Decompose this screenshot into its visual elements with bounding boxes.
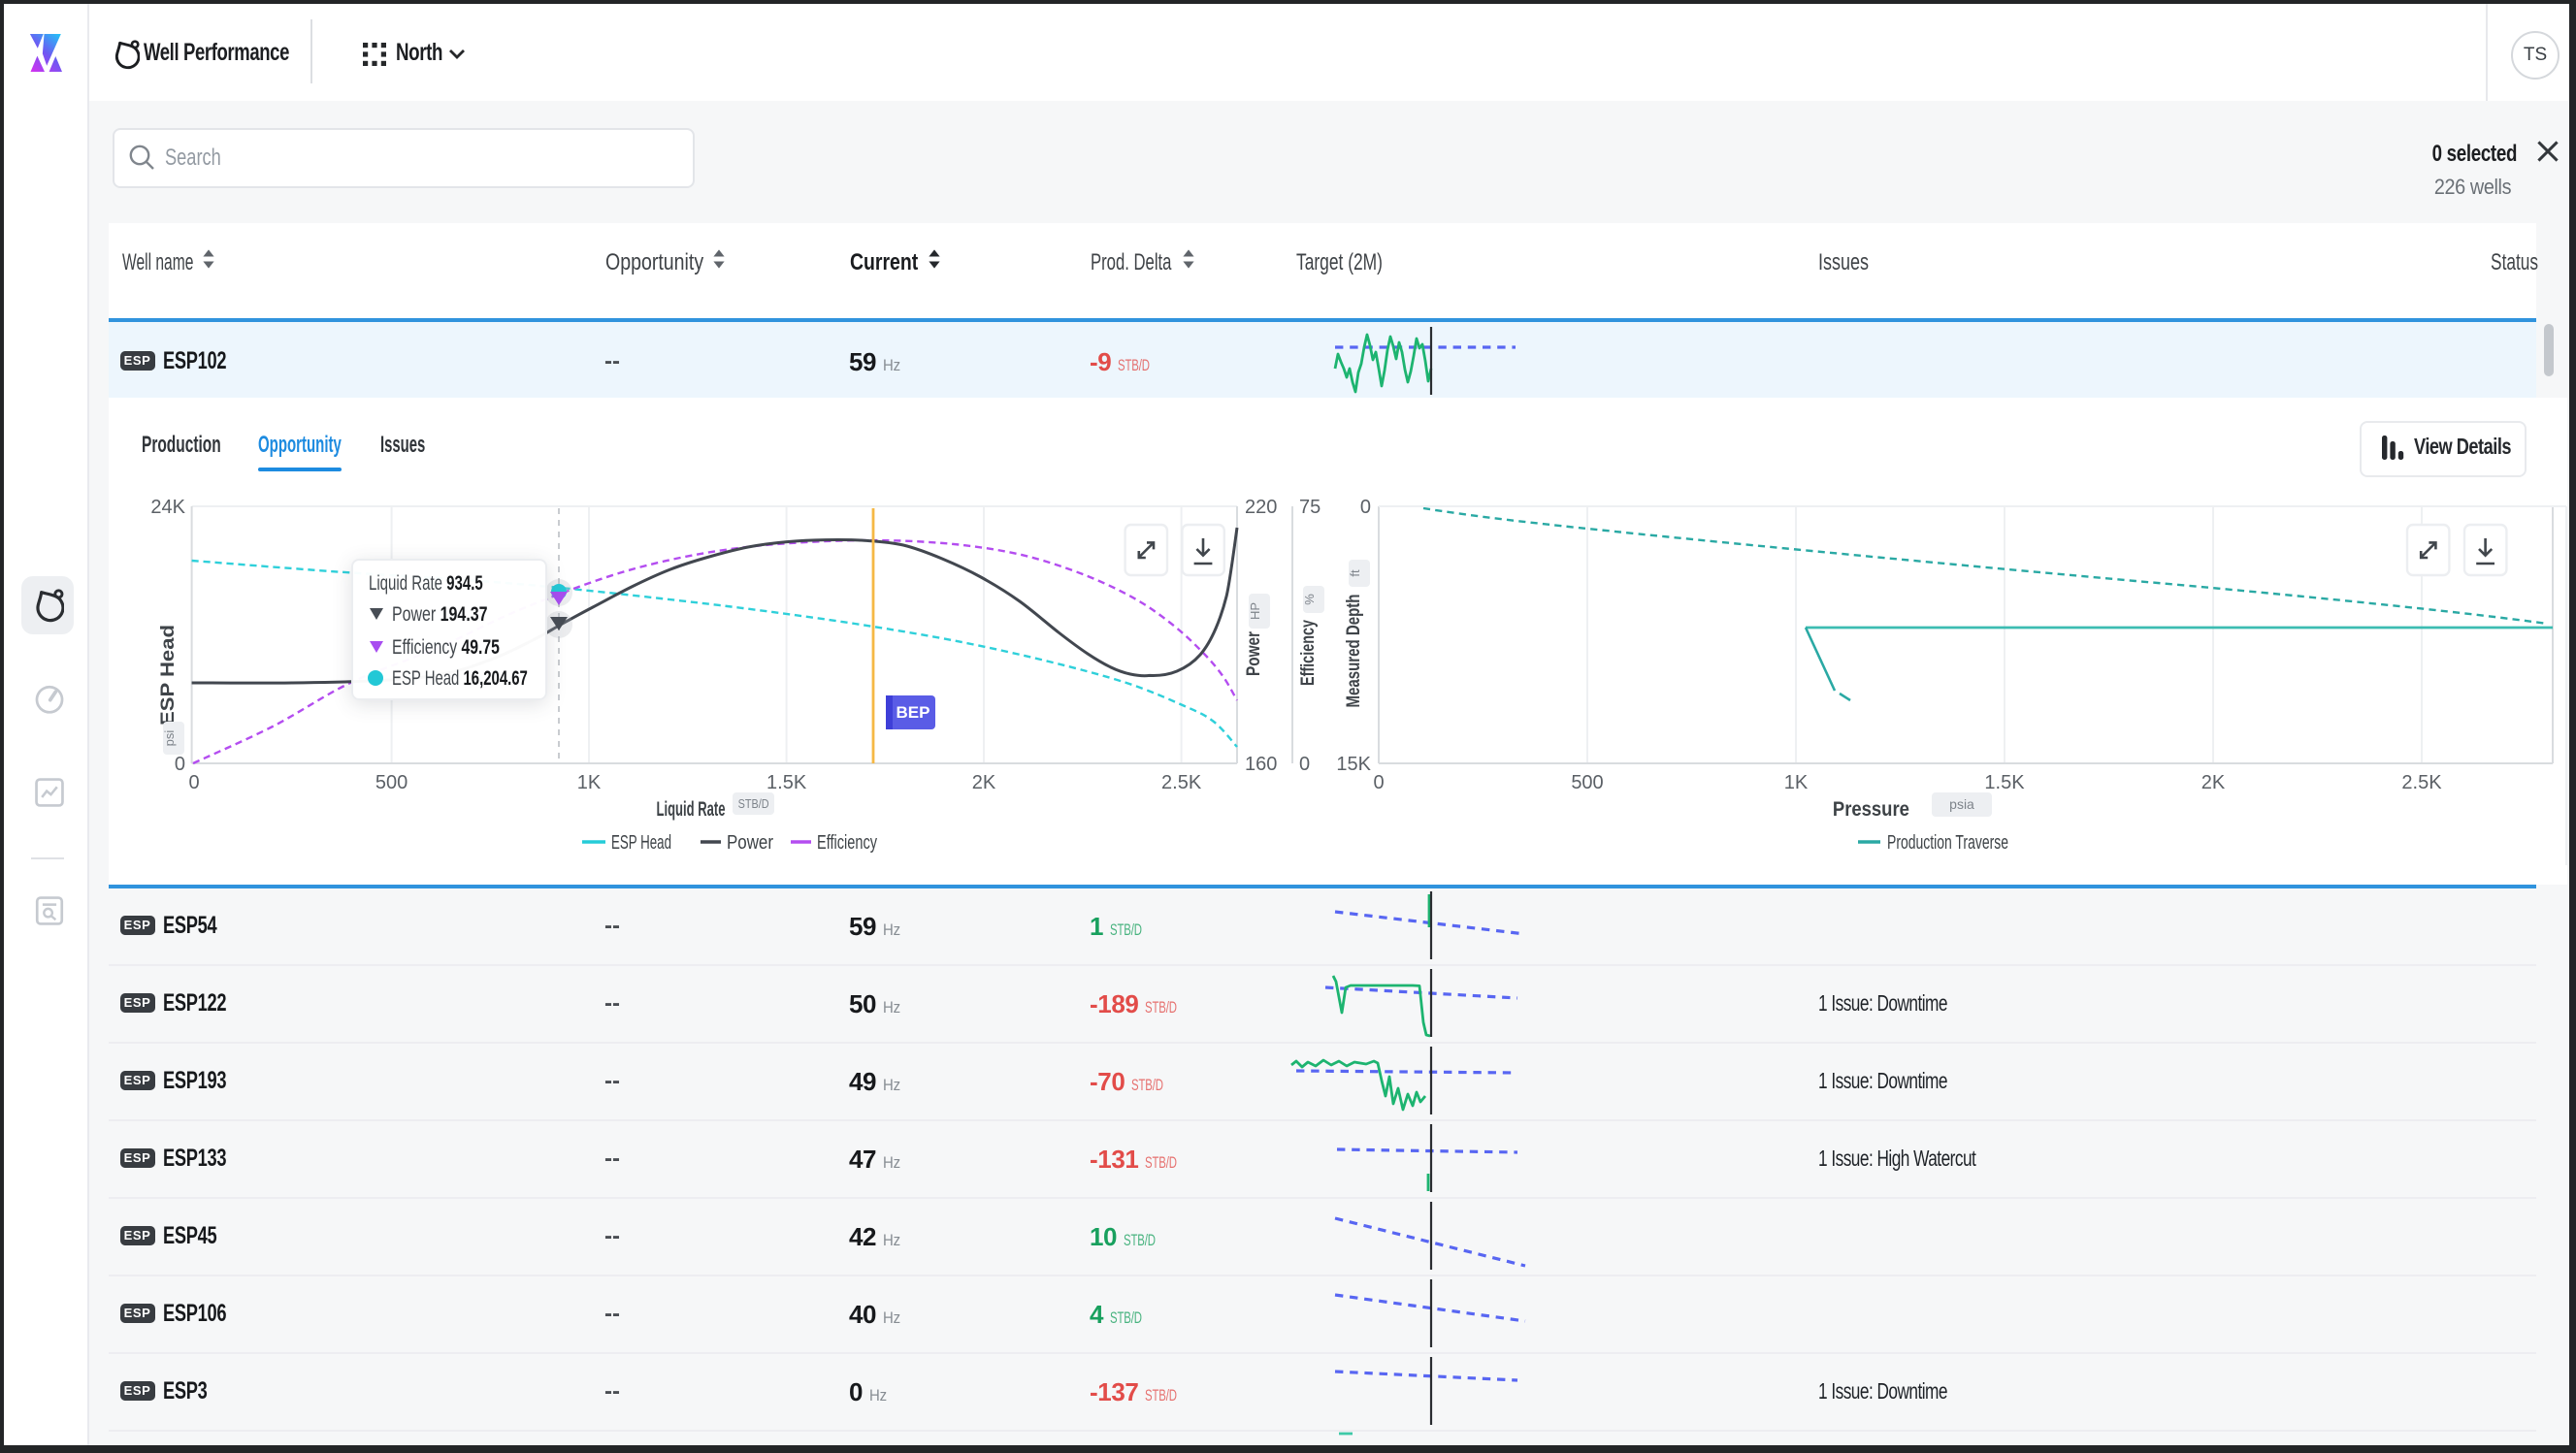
svg-text:500: 500	[375, 772, 407, 793]
svg-text:0: 0	[1359, 497, 1370, 518]
svg-text:STB/D: STB/D	[737, 796, 768, 811]
svg-text:Production Traverse: Production Traverse	[1886, 832, 2007, 854]
svg-text:Liquid Rate: Liquid Rate	[656, 798, 725, 821]
svg-text:0: 0	[187, 772, 198, 793]
svg-text:Efficiency: Efficiency	[1297, 620, 1318, 686]
svg-text:Pressure: Pressure	[1832, 798, 1908, 821]
svg-text:Power: Power	[726, 832, 772, 854]
svg-text:Power: Power	[1243, 631, 1263, 676]
svg-text:%: %	[1301, 594, 1316, 605]
svg-text:500: 500	[1570, 772, 1602, 793]
svg-text:2K: 2K	[971, 772, 995, 793]
svg-text:0: 0	[1372, 772, 1383, 793]
svg-text:psia: psia	[1948, 796, 1973, 812]
svg-text:160: 160	[1244, 754, 1276, 775]
svg-text:2.5K: 2.5K	[2400, 772, 2441, 793]
svg-text:ft: ft	[1347, 569, 1361, 577]
svg-text:0: 0	[174, 754, 184, 775]
svg-text:75: 75	[1298, 497, 1320, 518]
svg-text:ESP Head: ESP Head	[610, 832, 670, 854]
svg-text:1K: 1K	[576, 772, 601, 793]
svg-text:Efficiency: Efficiency	[816, 832, 876, 854]
svg-text:psi: psi	[161, 730, 176, 747]
svg-text:0: 0	[1298, 754, 1309, 775]
svg-text:15K: 15K	[1335, 754, 1370, 775]
svg-text:1.5K: 1.5K	[766, 772, 806, 793]
svg-text:1K: 1K	[1783, 772, 1808, 793]
svg-text:2K: 2K	[2201, 772, 2225, 793]
svg-text:BEP: BEP	[896, 703, 929, 722]
svg-text:24K: 24K	[149, 497, 184, 518]
svg-text:2.5K: 2.5K	[1160, 772, 1201, 793]
svg-text:Measured Depth: Measured Depth	[1343, 595, 1363, 708]
svg-text:1.5K: 1.5K	[1983, 772, 2024, 793]
svg-text:HP: HP	[1247, 602, 1261, 620]
svg-text:220: 220	[1244, 497, 1276, 518]
svg-text:ESP Head: ESP Head	[157, 625, 178, 726]
